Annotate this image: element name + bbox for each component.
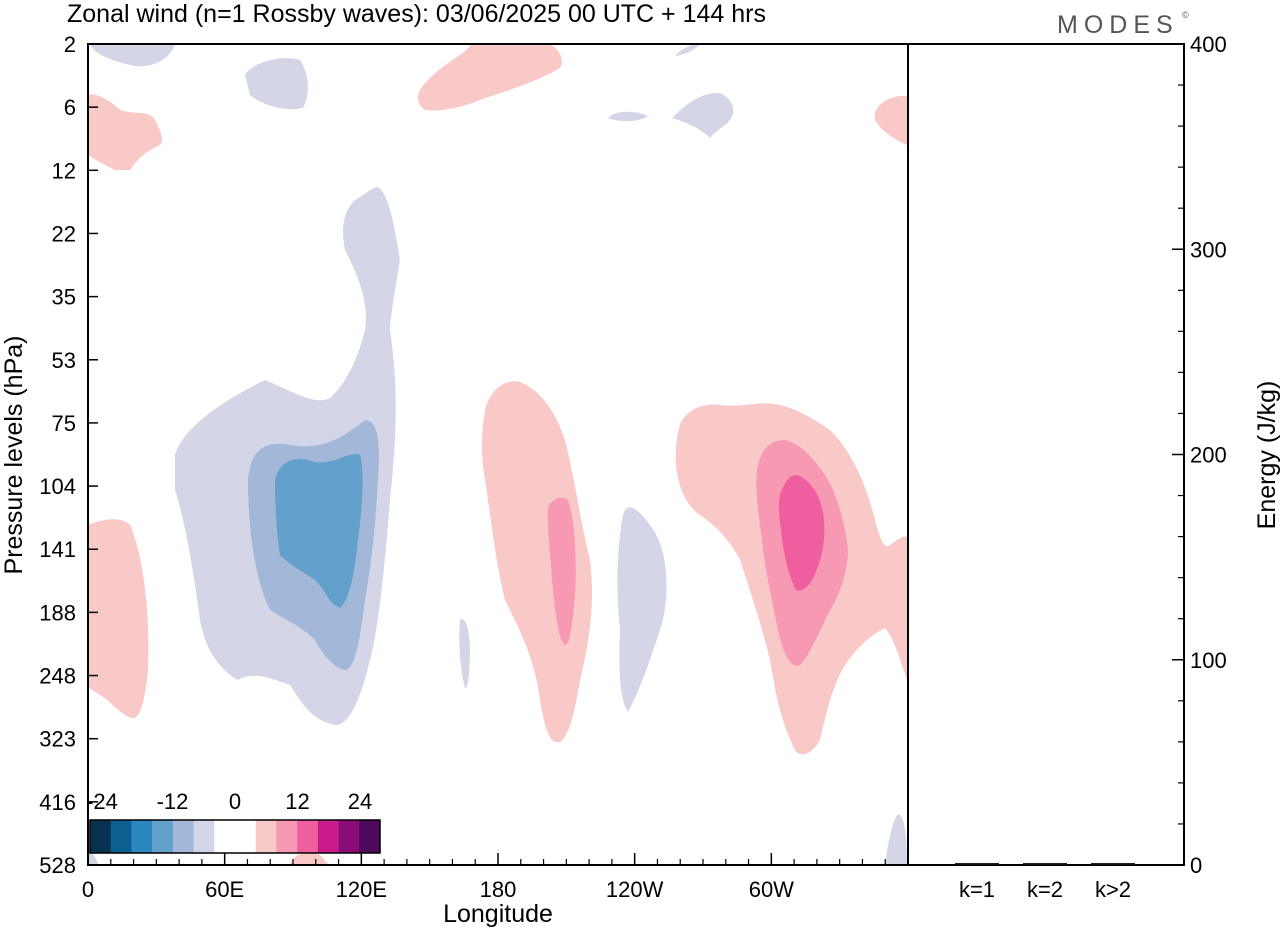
- colorbar-tick-label: 24: [348, 789, 372, 814]
- modes-logo: MODES: [1057, 11, 1179, 39]
- colorbar-swatch: [235, 820, 257, 853]
- x-tick-label: 120E: [336, 877, 387, 902]
- contour-negative-top-2: [90, 44, 175, 67]
- energy-bar: [1091, 862, 1135, 865]
- energy-tick-label: 100: [1190, 648, 1227, 673]
- energy-tick-label: 0: [1190, 853, 1202, 878]
- colorbar-swatch: [317, 820, 339, 853]
- colorbar-tick-label: -24: [86, 789, 118, 814]
- colorbar: -24 -12 0 12 24: [86, 789, 381, 854]
- y-tick-label: 75: [52, 411, 76, 436]
- y-tick-label: 12: [52, 158, 76, 183]
- colorbar-swatch: [152, 820, 174, 853]
- y-tick-label: 188: [39, 600, 76, 625]
- x-tick-label: 60W: [749, 877, 794, 902]
- y-tick-label: 6: [64, 95, 76, 120]
- y-tick-label: 35: [52, 285, 76, 310]
- contour-positive-bottom: [290, 852, 328, 864]
- colorbar-swatch: [214, 820, 236, 853]
- contour-positive-level2-mid: [547, 497, 576, 645]
- y-tick-label: 528: [39, 853, 76, 878]
- colorbar-tick-label: -12: [157, 789, 189, 814]
- y-tick-label: 323: [39, 727, 76, 752]
- x-axis-label: Longitude: [443, 900, 553, 928]
- colorbar-swatch: [297, 820, 319, 853]
- contour-positive-mid: [481, 381, 592, 743]
- energy-axis-label: Energy (J/kg): [1253, 381, 1280, 530]
- colorbar-swatch: [110, 820, 132, 853]
- contour-negative-bottom: [885, 814, 907, 865]
- energy-tick-label: 400: [1190, 32, 1227, 57]
- energy-category-label: k>2: [1095, 877, 1131, 902]
- contour-negative-top-5: [675, 44, 700, 56]
- x-tick-label: 60E: [205, 877, 244, 902]
- y-tick-label: 104: [39, 474, 76, 499]
- energy-category-label: k=2: [1027, 877, 1063, 902]
- colorbar-swatch: [193, 820, 215, 853]
- contour-positive-level3: [778, 474, 825, 591]
- y-tick-label: 2: [64, 32, 76, 57]
- contour-plot: [88, 44, 907, 865]
- contour-negative-level3: [275, 453, 363, 608]
- colorbar-swatch: [338, 820, 360, 853]
- colorbar-swatch: [255, 820, 277, 853]
- y-tick-label: 141: [39, 537, 76, 562]
- y-tick-label: 416: [39, 790, 76, 815]
- contour-negative-thin: [459, 619, 470, 689]
- x-axis: 0 60E 120E 180 120W 60W: [82, 853, 886, 902]
- energy-category-label: k=1: [959, 877, 995, 902]
- colorbar-swatch: [131, 820, 153, 853]
- contour-negative-top-1: [245, 58, 308, 110]
- y-axis-label: Pressure levels (hPa): [0, 336, 28, 575]
- colorbar-swatch: [276, 820, 298, 853]
- y-tick-label: 53: [52, 348, 76, 373]
- energy-tick-label: 300: [1190, 237, 1227, 262]
- contour-negative-top-4: [608, 111, 648, 122]
- x-tick-label: 180: [480, 877, 517, 902]
- colorbar-tick-label: 12: [285, 789, 309, 814]
- energy-bar: [1023, 862, 1067, 865]
- y-tick-label: 248: [39, 664, 76, 689]
- energy-bar: [955, 862, 999, 865]
- colorbar-swatch: [359, 820, 381, 853]
- energy-axis: 0 100 200 300 400: [1172, 32, 1227, 878]
- y-tick-label: 22: [52, 221, 76, 246]
- contour-negative-top-3: [672, 92, 734, 138]
- contour-positive-top-left: [88, 94, 163, 170]
- colorbar-frame: [89, 819, 381, 854]
- contour-positive-top-mid: [417, 44, 562, 111]
- logo-mark: ©: [1182, 10, 1189, 20]
- contour-positive-top-right: [875, 95, 907, 145]
- colorbar-tick-label: 0: [229, 789, 241, 814]
- x-tick-label: 0: [82, 877, 94, 902]
- colorbar-swatch: [172, 820, 194, 853]
- contour-positive-left: [88, 519, 149, 719]
- chart-title: Zonal wind (n=1 Rossby waves): 03/06/202…: [67, 0, 766, 28]
- y-axis: 2 6 12 22 35 53 75 104 141 188 248 323 416 528: [39, 32, 98, 878]
- contour-negative-mid: [617, 507, 667, 712]
- energy-bars: k=1 k=2 k>2: [955, 862, 1135, 902]
- x-tick-label: 120W: [606, 877, 664, 902]
- energy-tick-label: 200: [1190, 443, 1227, 468]
- colorbar-swatch: [90, 820, 112, 853]
